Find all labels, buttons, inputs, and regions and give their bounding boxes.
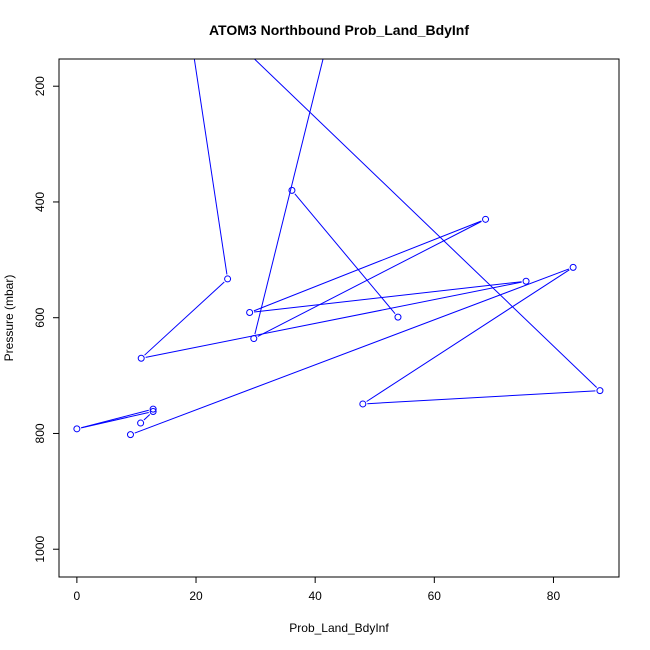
x-axis-label: Prob_Land_BdyInf: [289, 621, 389, 635]
series-segment: [134, 268, 570, 434]
data-point: [288, 186, 296, 194]
y-axis-label: Pressure (mbar): [2, 275, 16, 362]
series-segment: [145, 281, 522, 358]
data-point: [137, 354, 145, 362]
chart-title: ATOM3 Northbound Prob_Land_BdyInf: [209, 22, 469, 38]
series-segment: [254, 281, 522, 313]
y-tick-label: 200: [33, 76, 47, 96]
data-point: [149, 405, 157, 413]
data-point: [224, 275, 232, 283]
plot-frame: [58, 58, 620, 578]
series-segment: [257, 220, 482, 337]
series-segment: [367, 390, 596, 405]
data-point: [394, 313, 402, 321]
x-tick-label: 60: [428, 589, 442, 603]
data-point: [126, 431, 134, 439]
x-tick-label: 40: [308, 589, 322, 603]
data-point: [137, 419, 145, 427]
data-point: [569, 263, 577, 271]
y-tick-label: 800: [33, 423, 47, 443]
series-segment: [193, 59, 228, 275]
y-tick-label: 400: [33, 192, 47, 212]
axes: 0 20 40 60 80 200 400 600 800 1000: [33, 76, 560, 603]
data-point: [73, 425, 81, 433]
data-point: [482, 215, 490, 223]
series-segment: [143, 414, 151, 421]
data-point: [250, 335, 258, 343]
series-segment: [294, 193, 396, 315]
y-tick-label: 1000: [33, 536, 47, 563]
series-segment: [144, 281, 225, 356]
series-segment: [253, 59, 598, 388]
x-tick-label: 80: [547, 589, 561, 603]
series-layer: [73, 59, 604, 439]
data-point: [522, 277, 530, 285]
data-point: [149, 407, 157, 415]
x-tick-label: 20: [189, 589, 203, 603]
data-point: [359, 400, 367, 408]
y-tick-label: 600: [33, 307, 47, 327]
data-point: [246, 309, 254, 317]
series-segment: [366, 269, 570, 402]
data-point: [596, 387, 604, 395]
series-segment: [253, 220, 482, 312]
series-segment: [81, 411, 149, 429]
x-tick-label: 0: [74, 589, 81, 603]
series-segment: [254, 59, 324, 335]
